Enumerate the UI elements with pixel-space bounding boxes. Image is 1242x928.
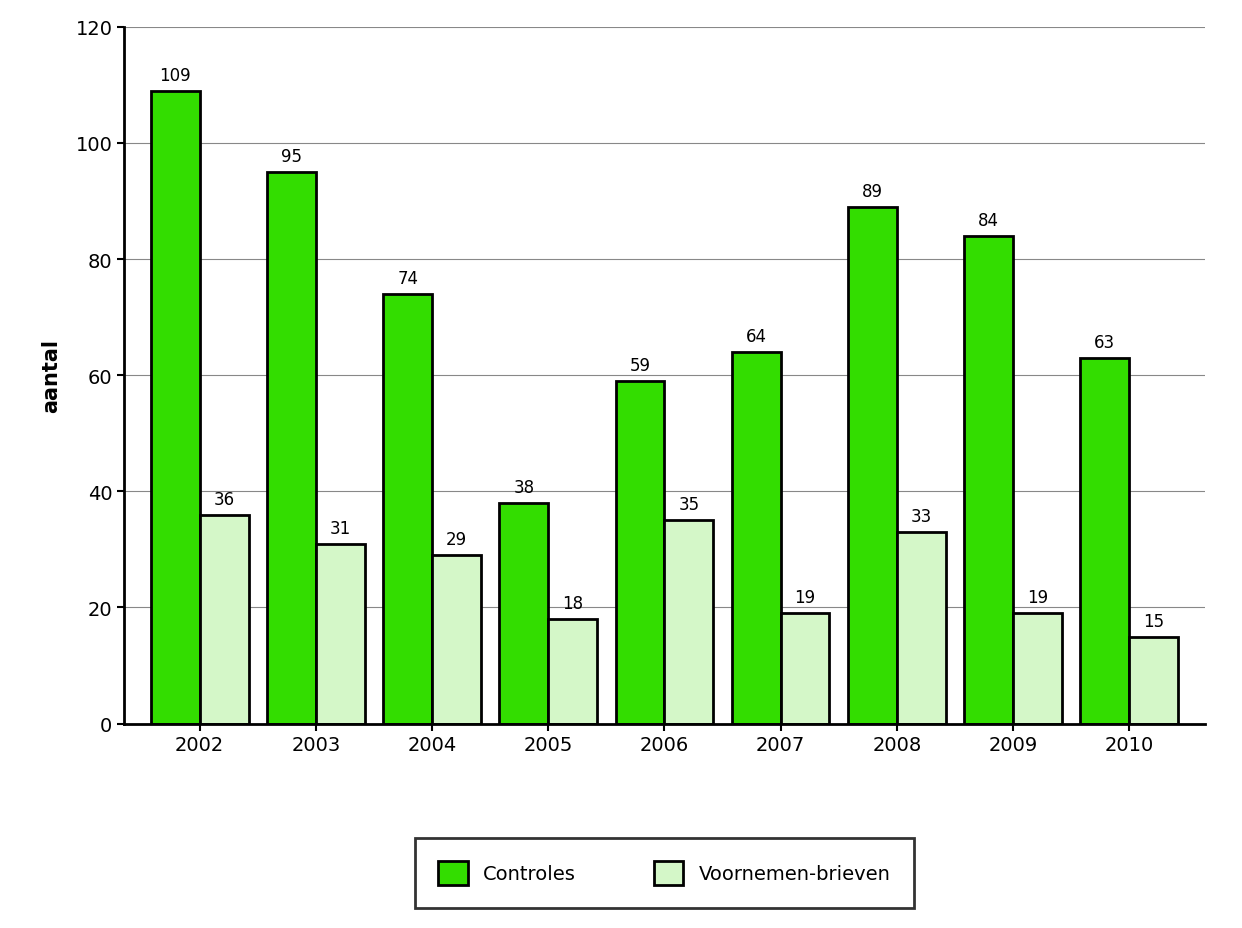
Text: 59: 59 [630,356,651,375]
Bar [1129,637,1177,724]
Text: 35: 35 [678,496,699,514]
Bar [848,208,897,724]
Bar [616,381,664,724]
Text: 95: 95 [281,148,302,166]
Text: 38: 38 [513,479,534,496]
Text: 84: 84 [979,212,999,229]
Text: 33: 33 [910,508,932,525]
Bar [781,613,830,724]
Text: 19: 19 [1027,588,1048,607]
Bar [732,353,781,724]
Text: 109: 109 [159,67,191,84]
Text: 64: 64 [745,328,766,345]
Text: 63: 63 [1094,333,1115,352]
Text: 89: 89 [862,183,883,200]
Bar [964,237,1013,724]
Text: 18: 18 [563,595,584,612]
Bar [1013,613,1062,724]
Bar [664,521,713,724]
Text: 31: 31 [329,519,351,537]
Text: 19: 19 [795,588,816,607]
Legend: Controles, Voornemen-brieven: Controles, Voornemen-brieven [415,838,914,909]
Bar [548,620,597,724]
Bar [897,533,945,724]
Bar [267,173,315,724]
Text: 15: 15 [1143,612,1164,630]
Bar [200,515,248,724]
Bar [315,544,365,724]
Bar [152,92,200,724]
Text: 74: 74 [397,270,419,288]
Bar [432,556,481,724]
Bar [384,294,432,724]
Bar [499,503,548,724]
Y-axis label: aantal: aantal [41,339,62,413]
Text: 36: 36 [214,490,235,509]
Text: 29: 29 [446,531,467,548]
Bar [1081,358,1129,724]
